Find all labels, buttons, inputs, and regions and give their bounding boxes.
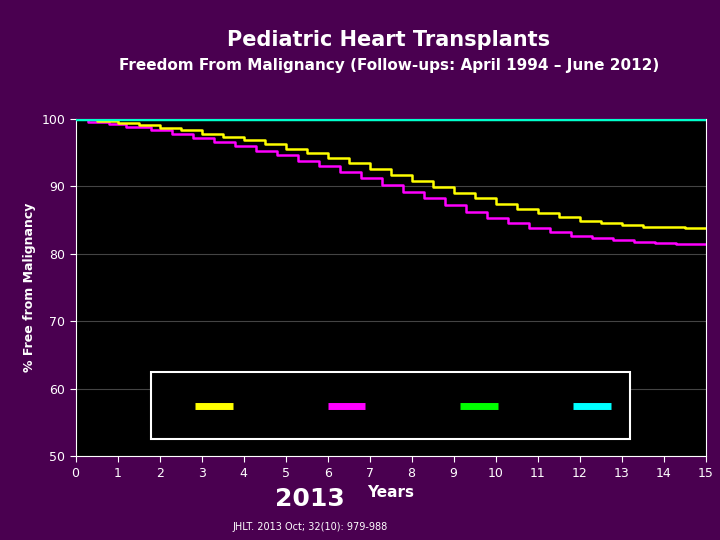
X-axis label: Years: Years <box>367 485 414 500</box>
Text: JHLT. 2013 Oct; 32(10): 979-988: JHLT. 2013 Oct; 32(10): 979-988 <box>232 522 387 531</box>
Y-axis label: % Free from Malignancy: % Free from Malignancy <box>23 203 36 372</box>
FancyBboxPatch shape <box>151 372 630 440</box>
Text: 2013: 2013 <box>275 488 344 511</box>
Text: Freedom From Malignancy (Follow-ups: April 1994 – June 2012): Freedom From Malignancy (Follow-ups: Apr… <box>119 58 659 73</box>
Text: Pediatric Heart Transplants: Pediatric Heart Transplants <box>228 30 550 51</box>
